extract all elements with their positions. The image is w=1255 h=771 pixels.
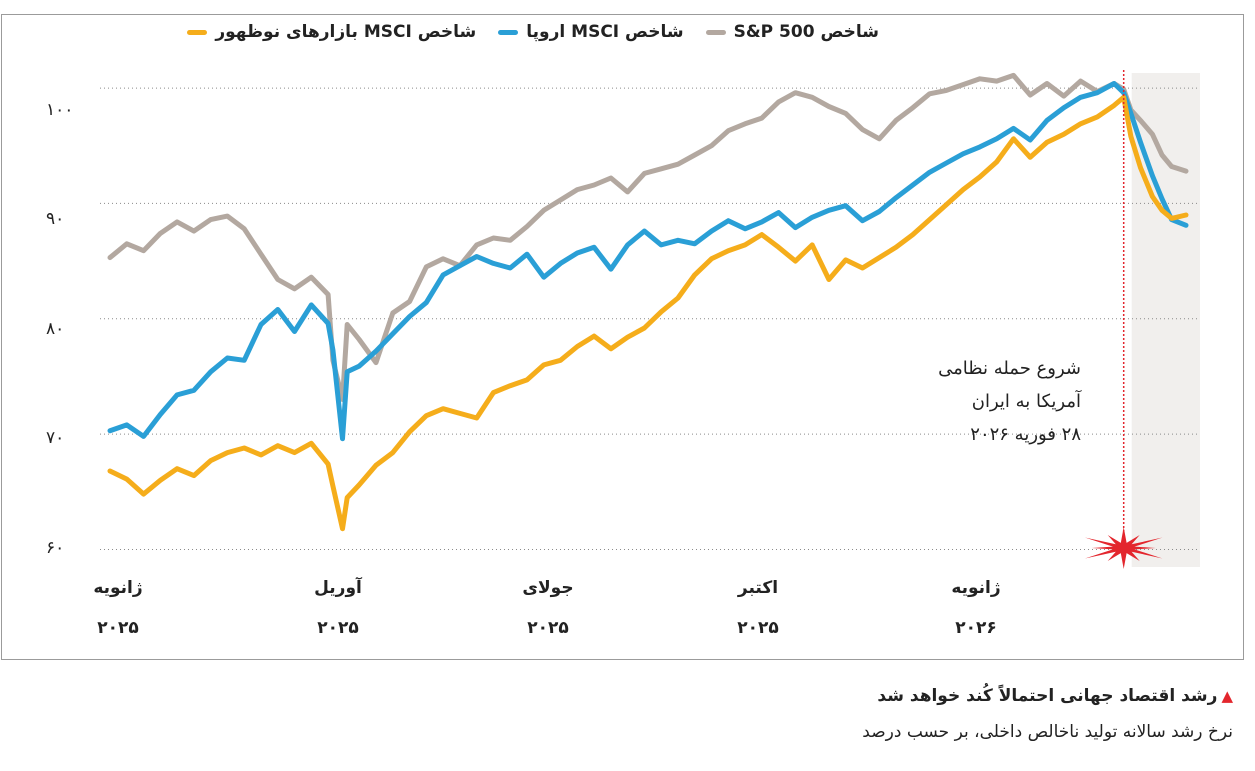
legend-label-msci-europe: شاخص MSCI اروپا: [526, 22, 684, 42]
series-line-0: [107, 72, 1189, 402]
x-tick-jan-2025: ژانویه ۲۰۲۵: [48, 568, 188, 648]
x-tick-year: ۲۰۲۵: [97, 618, 139, 638]
footer-subtitle: نرخ رشد سالانه تولید ناخالص داخلی، بر حس…: [862, 722, 1233, 742]
event-annotation: شروع حمله نظامی آمریکا به ایران ۲۸ فوریه…: [938, 352, 1081, 451]
x-tick-month: جولای: [522, 578, 574, 598]
legend-swatch-msci-em: [187, 29, 208, 35]
event-annotation-line: ۲۸ فوریه ۲۰۲۶: [970, 424, 1081, 445]
series-line-1: [107, 81, 1189, 442]
x-tick-month: ژانویه: [93, 578, 143, 598]
footer-headline-text: رشد اقتصاد جهانی احتمالاً کُند خواهد شد: [877, 686, 1218, 706]
x-tick-month: آوریل: [314, 578, 362, 598]
y-tick-label: ۱۰۰: [46, 100, 74, 120]
x-tick-oct-2025: اکتبر ۲۰۲۵: [688, 568, 828, 648]
red-triangle-icon: ▲: [1221, 687, 1233, 705]
legend-label-sp500: شاخص S&P 500: [733, 22, 879, 42]
legend-swatch-msci-europe: [498, 29, 519, 35]
legend-item-msci-europe: شاخص MSCI اروپا: [498, 22, 684, 42]
event-annotation-line: شروع حمله نظامی: [938, 358, 1081, 379]
event-annotation-line: آمریکا به ایران: [971, 391, 1081, 412]
x-tick-year: ۲۰۲۵: [527, 618, 569, 638]
x-tick-jul-2025: جولای ۲۰۲۵: [478, 568, 618, 648]
x-tick-year: ۲۰۲۶: [955, 618, 997, 638]
y-tick-label: ۷۰: [46, 428, 65, 448]
series-line-2: [107, 94, 1189, 532]
legend-label-msci-em: شاخص MSCI بازارهای نوظهور: [215, 22, 477, 42]
legend-swatch-sp500: [705, 29, 726, 35]
chart-frame: [1, 14, 1244, 660]
explosion-icon: [1084, 527, 1163, 569]
legend-item-msci-em: شاخص MSCI بازارهای نوظهور: [187, 22, 476, 42]
footer-headline: ▲رشد اقتصاد جهانی احتمالاً کُند خواهد شد: [877, 686, 1233, 706]
legend-item-sp500: شاخص S&P 500: [705, 22, 879, 42]
chart-legend: شاخص S&P 500 شاخص MSCI اروپا شاخص MSCI ب…: [187, 22, 879, 42]
x-tick-year: ۲۰۲۵: [317, 618, 359, 638]
y-tick-label: ۶۰: [46, 538, 65, 558]
y-tick-label: ۸۰: [46, 319, 65, 339]
x-tick-apr-2025: آوریل ۲۰۲۵: [268, 568, 408, 648]
x-tick-year: ۲۰۲۵: [737, 618, 779, 638]
y-tick-label: ۹۰: [46, 209, 65, 229]
x-tick-jan-2026: ژانویه ۲۰۲۶: [906, 568, 1046, 648]
x-tick-month: ژانویه: [951, 578, 1001, 598]
x-tick-month: اکتبر: [737, 578, 779, 598]
